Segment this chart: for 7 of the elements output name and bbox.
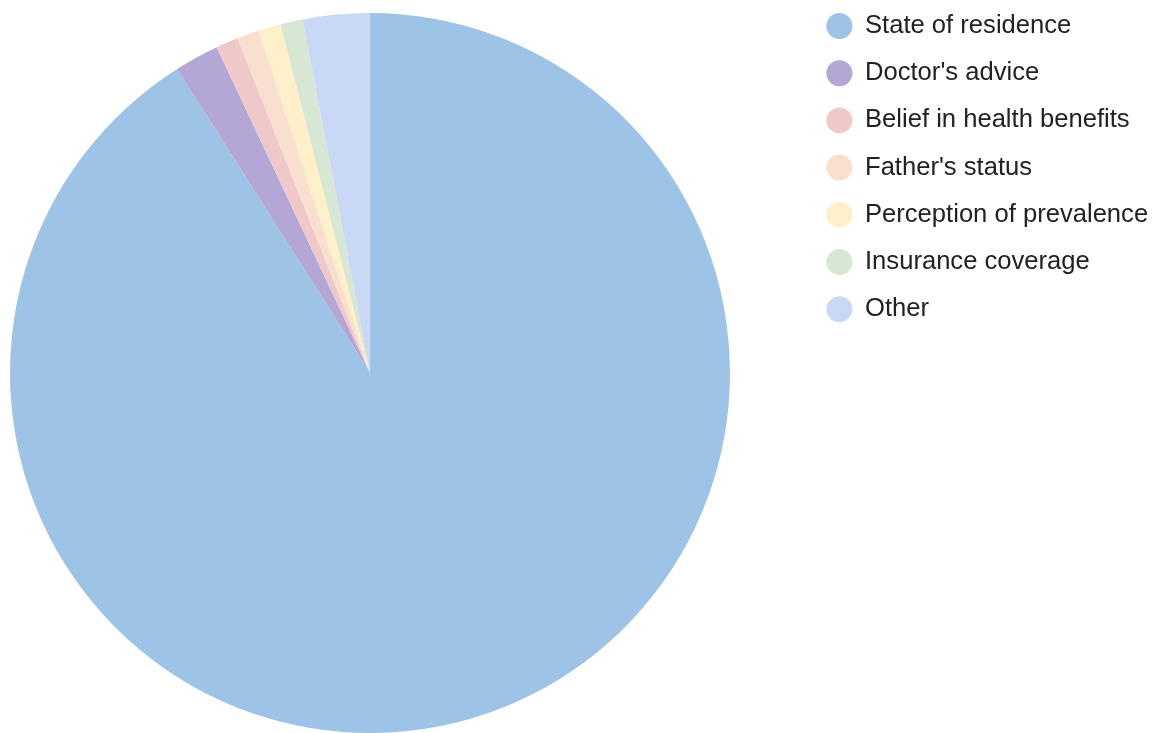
legend-label: Belief in health benefits [865,104,1130,133]
legend-label: Perception of prevalence [865,198,1149,227]
legend-label: Insurance coverage [865,246,1090,275]
legend-label: State of residence [865,10,1072,39]
legend-label: Father's status [865,151,1033,180]
legend-label: Doctor's advice [865,57,1040,86]
legend-label: Other [865,293,930,322]
